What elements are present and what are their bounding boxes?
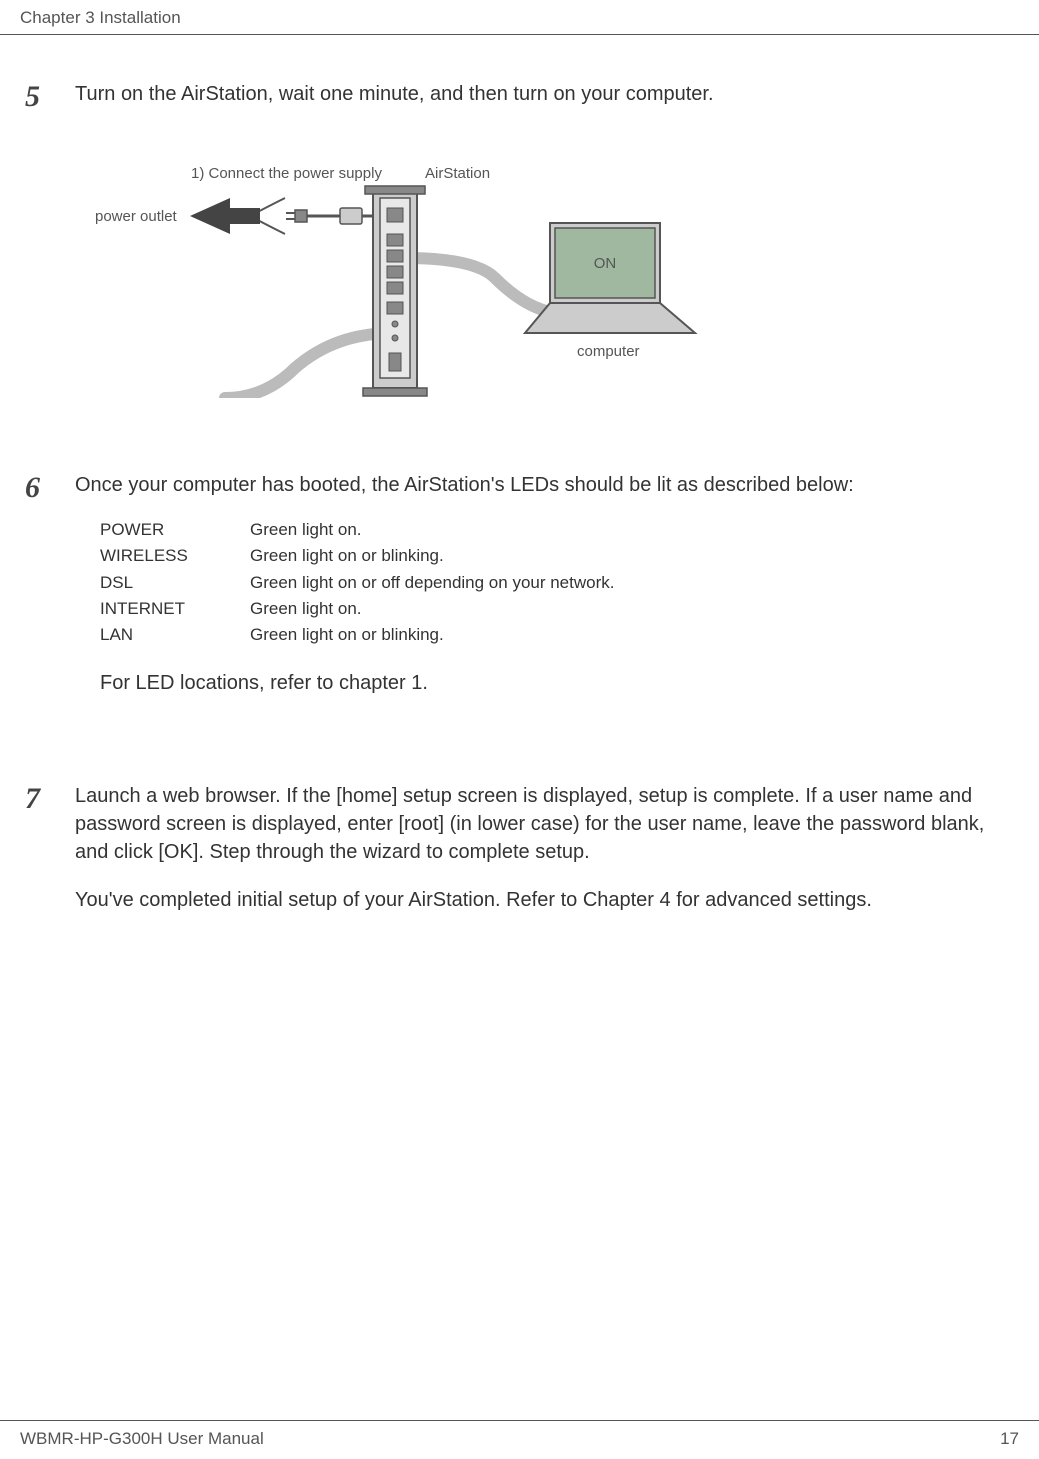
step-number-7: 7	[25, 782, 75, 914]
step-7-p1: Launch a web browser. If the [home] setu…	[75, 782, 1014, 866]
led-label: DSL	[100, 570, 250, 596]
diagram-label-computer: computer	[577, 343, 640, 360]
led-row: DSLGreen light on or off depending on yo…	[100, 570, 1014, 596]
diagram-on-label: ON	[594, 255, 617, 272]
led-value: Green light on or off depending on your …	[250, 570, 614, 596]
step-number-5: 5	[25, 80, 75, 406]
step-6: 6 Once your computer has booted, the Air…	[25, 471, 1014, 697]
led-label: LAN	[100, 622, 250, 648]
led-row: WIRELESSGreen light on or blinking.	[100, 543, 1014, 569]
led-row: INTERNETGreen light on.	[100, 596, 1014, 622]
step-7-p2: You've completed initial setup of your A…	[75, 886, 1014, 914]
led-value: Green light on or blinking.	[250, 622, 444, 648]
led-label: INTERNET	[100, 596, 250, 622]
led-value: Green light on.	[250, 517, 362, 543]
step-7: 7 Launch a web browser. If the [home] se…	[25, 782, 1014, 914]
led-value: Green light on or blinking.	[250, 543, 444, 569]
led-value: Green light on.	[250, 596, 362, 622]
led-row: POWERGreen light on.	[100, 517, 1014, 543]
connection-diagram: ON 1) Connect the power supply AirStatio…	[95, 138, 1014, 406]
led-row: LANGreen light on or blinking.	[100, 622, 1014, 648]
step-5-text: Turn on the AirStation, wait one minute,…	[75, 80, 1014, 108]
diagram-label-power-outlet: power outlet	[95, 208, 178, 225]
led-note: For LED locations, refer to chapter 1.	[100, 669, 1014, 697]
step-5: 5 Turn on the AirStation, wait one minut…	[25, 80, 1014, 406]
led-label: POWER	[100, 517, 250, 543]
diagram-label-airstation: AirStation	[425, 165, 490, 182]
diagram-label-connect: 1) Connect the power supply	[191, 165, 382, 182]
step-number-6: 6	[25, 471, 75, 697]
footer-manual-name: WBMR-HP-G300H User Manual	[20, 1429, 264, 1449]
step-6-text: Once your computer has booted, the AirSt…	[75, 471, 1014, 499]
footer-page-number: 17	[1000, 1429, 1019, 1449]
header-chapter: Chapter 3 Installation	[20, 8, 181, 28]
led-table: POWERGreen light on.WIRELESSGreen light …	[100, 517, 1014, 649]
led-label: WIRELESS	[100, 543, 250, 569]
